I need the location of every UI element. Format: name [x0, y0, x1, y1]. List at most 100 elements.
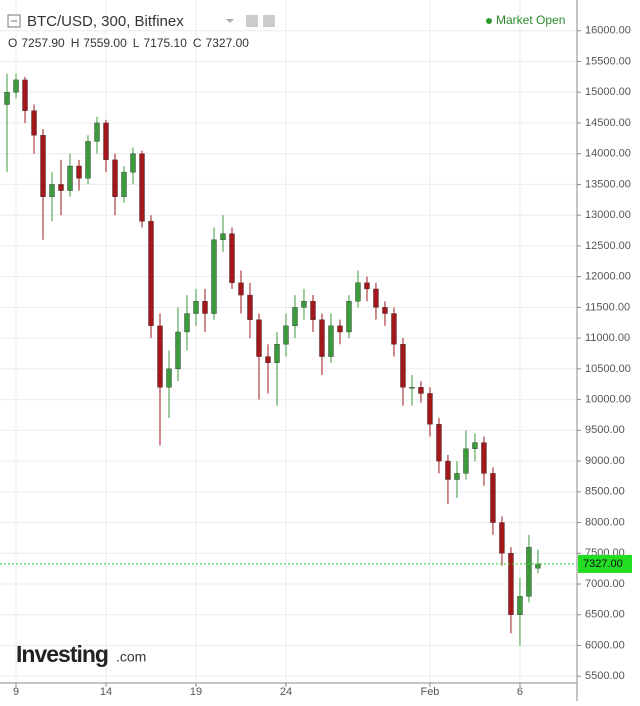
candle-body	[499, 522, 505, 554]
candle-body	[346, 301, 352, 333]
candle-body	[238, 282, 244, 296]
ohlc-value: 7559.00	[83, 36, 127, 50]
y-tick-label: 11500.00	[585, 301, 630, 313]
chart-title: BTC/USD, 300, Bitfinex	[27, 13, 184, 30]
candle-body	[490, 473, 496, 523]
y-tick-label: 7000.00	[585, 578, 625, 590]
y-tick-label: 12000.00	[585, 271, 631, 283]
x-tick-label: 14	[100, 686, 112, 698]
candle-body	[247, 294, 253, 320]
y-tick-label: 6500.00	[585, 609, 625, 621]
candle-body	[301, 301, 307, 308]
candle-body	[94, 122, 100, 142]
candle-body	[409, 387, 415, 389]
collapse-icon[interactable]	[7, 14, 21, 28]
logo-suffix: .com	[116, 649, 146, 665]
candle-body	[229, 233, 235, 283]
candle-body	[256, 319, 262, 357]
candle-body	[274, 344, 280, 363]
y-tick-label: 11000.00	[585, 332, 630, 344]
last-price-label: 7327.00	[583, 558, 623, 570]
x-tick-label: 6	[517, 686, 523, 698]
candle-body	[67, 165, 73, 191]
ohlc-value: 7175.10	[143, 36, 187, 50]
candle-body	[112, 159, 118, 197]
candle-body	[319, 319, 325, 357]
candle-body	[481, 442, 487, 474]
symbol-dropdown[interactable]	[226, 19, 234, 23]
candle-body	[373, 288, 379, 308]
candle-body	[283, 325, 289, 345]
candle-body	[472, 442, 478, 449]
candle-body	[4, 92, 10, 105]
candle-body	[463, 448, 469, 474]
candle-body	[157, 325, 163, 388]
y-tick-label: 14500.00	[585, 117, 631, 129]
candle-body	[292, 307, 298, 327]
y-tick-label: 12500.00	[585, 240, 631, 252]
candle-body	[76, 165, 82, 179]
candle-body	[211, 239, 217, 314]
candle-body	[22, 79, 28, 111]
y-tick-label: 16000.00	[585, 25, 631, 37]
ohlc-label: O	[8, 36, 17, 50]
candle-body	[382, 307, 388, 314]
candle-body	[148, 221, 154, 327]
ohlc-label: H	[71, 36, 80, 50]
candle-body	[130, 153, 136, 173]
y-tick-label: 15000.00	[585, 86, 631, 98]
candle-body	[526, 546, 532, 597]
y-tick-label: 8500.00	[585, 486, 625, 498]
candle-body	[103, 122, 109, 161]
y-tick-label: 9000.00	[585, 455, 625, 467]
candle-body	[166, 368, 172, 388]
candle-body	[364, 282, 370, 290]
y-tick-label: 8000.00	[585, 516, 625, 528]
x-tick-label: Feb	[420, 686, 439, 698]
y-tick-label: 15500.00	[585, 55, 631, 67]
y-tick-label: 13000.00	[585, 209, 631, 221]
grid	[0, 0, 577, 683]
candle-body	[400, 344, 406, 388]
candle-body	[454, 473, 460, 480]
candle-body	[265, 356, 271, 363]
candle-body	[58, 184, 64, 191]
ohlc-value: 7257.90	[21, 36, 65, 50]
candle-body	[13, 79, 19, 93]
y-tick-label: 6000.00	[585, 639, 625, 651]
candle-body	[184, 313, 190, 333]
candle-body	[193, 301, 199, 314]
candle-body	[139, 153, 145, 222]
logo-brand: Investing	[16, 641, 108, 667]
candle-body	[445, 460, 451, 480]
y-tick-label: 9500.00	[585, 424, 625, 436]
y-tick-label: 10000.00	[585, 394, 631, 406]
candle-body	[535, 563, 541, 569]
candle-body	[121, 171, 127, 197]
y-tick-label: 10500.00	[585, 363, 631, 375]
candle-body	[40, 135, 46, 197]
x-tick-label: 9	[13, 686, 19, 698]
candle-body	[508, 553, 514, 615]
settings-icon[interactable]	[263, 15, 275, 27]
candle-body	[427, 393, 433, 425]
candle-body	[202, 301, 208, 314]
market-status: Market Open	[496, 13, 565, 27]
candle-body	[85, 141, 91, 179]
ohlc-label: L	[133, 36, 140, 50]
y-tick-label: 13500.00	[585, 178, 631, 190]
ohlc-label: C	[193, 36, 202, 50]
last-price-tag	[578, 554, 632, 573]
ohlc-value: 7327.00	[206, 36, 250, 50]
ohlc-header: O 7257.90 H 7559.00 L 7175.10 C 7327.00	[8, 36, 249, 50]
candle-body	[337, 325, 343, 333]
settings-icon[interactable]	[246, 15, 258, 27]
candle-body	[418, 387, 424, 394]
candle-body	[31, 110, 37, 136]
x-tick-label: 19	[190, 686, 202, 698]
y-tick-label: 14000.00	[585, 148, 631, 160]
candle-body	[517, 596, 523, 615]
candle-body	[220, 233, 226, 240]
candle-body	[175, 331, 181, 370]
